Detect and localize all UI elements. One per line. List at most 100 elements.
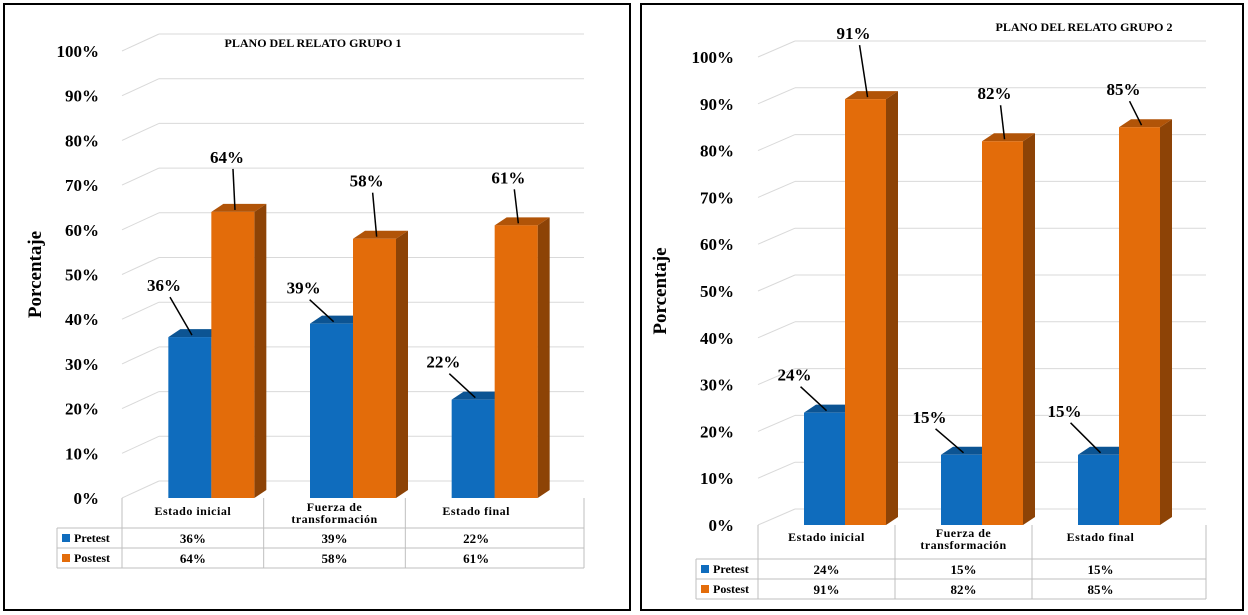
data-label: 85% — [1107, 80, 1141, 99]
data-label: 39% — [287, 279, 321, 298]
table-cell: 85% — [1088, 582, 1114, 597]
gridline-depth — [121, 212, 160, 231]
bar-top — [845, 91, 898, 100]
y-tick-label: 30% — [65, 355, 99, 374]
table-cell: 91% — [814, 582, 840, 597]
table-cell: 15% — [1088, 562, 1114, 577]
data-label: 15% — [913, 408, 947, 427]
y-tick-label: 20% — [65, 400, 99, 419]
bar-top — [1119, 119, 1172, 128]
table-cell: 24% — [814, 562, 840, 577]
y-axis-label: Porcentaje — [650, 247, 671, 334]
data-label-leader — [309, 299, 335, 323]
data-label-leader — [371, 192, 378, 237]
legend-label-postest: Postest — [713, 582, 749, 596]
legend-swatch-pretest — [62, 534, 70, 542]
gridline-depth — [757, 40, 796, 58]
gridline-depth — [757, 508, 796, 526]
y-tick-label: 60% — [65, 221, 99, 240]
y-tick-label: 10% — [700, 469, 734, 488]
category-label: Estado inicial — [154, 504, 231, 518]
y-tick-label: 50% — [700, 282, 734, 301]
bar-side — [537, 217, 550, 498]
gridline-depth — [121, 122, 160, 141]
y-tick-label: 70% — [65, 176, 99, 195]
y-tick-label: 80% — [65, 131, 99, 150]
chart-title: PLANO DEL RELATO GRUPO 1 — [225, 36, 402, 50]
y-tick-label: 40% — [65, 310, 99, 329]
data-label: 15% — [1048, 402, 1082, 421]
bar-side — [886, 91, 898, 526]
bar-top — [451, 391, 507, 400]
gridline-depth — [121, 167, 160, 186]
bar-postest-1 — [211, 203, 267, 499]
bar-top — [941, 446, 994, 455]
bar-front — [982, 141, 1023, 526]
y-tick-label: 50% — [65, 266, 99, 285]
category-label: Estado final — [1067, 530, 1135, 544]
bar-postest-3 — [1119, 119, 1172, 525]
category-label: transformación — [920, 538, 1006, 552]
gridline-depth — [121, 257, 160, 275]
bar-front — [310, 323, 353, 498]
gridline-depth — [121, 391, 160, 410]
category-label: Estado final — [442, 504, 510, 518]
bar-top — [1078, 446, 1131, 455]
y-tick-label: 100% — [692, 48, 735, 67]
bar-front — [941, 454, 982, 525]
y-tick-label: 10% — [65, 444, 99, 463]
bar-postest-3 — [494, 217, 550, 498]
category-label: Fuerza de — [936, 526, 992, 540]
data-label: 64% — [210, 148, 244, 167]
gridline-depth — [757, 227, 796, 245]
bar-front — [451, 399, 495, 498]
data-label: 36% — [147, 276, 181, 295]
bar-side — [396, 230, 408, 499]
category-label: transformación — [291, 512, 377, 526]
data-label-leader — [800, 386, 828, 412]
chart-title: PLANO DEL RELATO GRUPO 2 — [996, 20, 1173, 34]
bar-chart-grupo-1: 0% 10% 20% 30% 40% 50% 60% 70% 80% 90% 100% PLANO D… — [25, 33, 585, 569]
bar-front — [494, 225, 538, 498]
gridline-depth — [121, 78, 160, 97]
data-label: 24% — [778, 366, 812, 385]
bar-top — [804, 404, 857, 413]
legend-swatch-pretest — [701, 565, 709, 573]
legend-label-pretest: Pretest — [713, 562, 749, 576]
bar-front — [1119, 127, 1160, 525]
table-cell: 15% — [951, 562, 977, 577]
data-label-leader — [1128, 100, 1143, 126]
bar-top — [494, 217, 550, 226]
y-tick-label: 30% — [700, 376, 734, 395]
bar-front — [845, 99, 886, 526]
bar-front — [211, 211, 255, 499]
chart-panel-grupo-1: 0% 10% 20% 30% 40% 50% 60% 70% 80% 90% 100% PLANO D… — [3, 3, 631, 611]
gridline-depth — [757, 461, 796, 479]
bar-top — [310, 315, 365, 324]
gridline-depth — [757, 368, 796, 386]
data-label-leader — [999, 105, 1006, 140]
bar-side — [254, 203, 267, 499]
bar-top — [211, 203, 267, 212]
category-label: Fuerza de — [307, 500, 363, 514]
data-label-leader — [935, 428, 965, 454]
chart-panel-grupo-2: 0% 10% 20% 30% 40% 50% 60% 70% 80% 90% 100% PLANO D… — [640, 3, 1244, 611]
y-tick-label: 100% — [57, 42, 100, 61]
bar-top — [353, 230, 408, 239]
data-label: 91% — [837, 24, 871, 43]
table-cell: 58% — [322, 551, 348, 566]
gridline-depth — [757, 180, 796, 198]
table-cell: 61% — [463, 551, 489, 566]
y-tick-label: 70% — [700, 188, 734, 207]
y-tick-label: 20% — [700, 422, 734, 441]
data-label: 82% — [978, 84, 1012, 103]
data-label-leader — [232, 168, 236, 210]
data-label-leader — [169, 296, 193, 336]
legend-label-postest: Postest — [74, 551, 110, 565]
bar-front — [804, 412, 845, 525]
gridline-depth — [121, 301, 160, 320]
table-cell: 64% — [180, 551, 206, 566]
bar-postest-2 — [353, 230, 408, 499]
